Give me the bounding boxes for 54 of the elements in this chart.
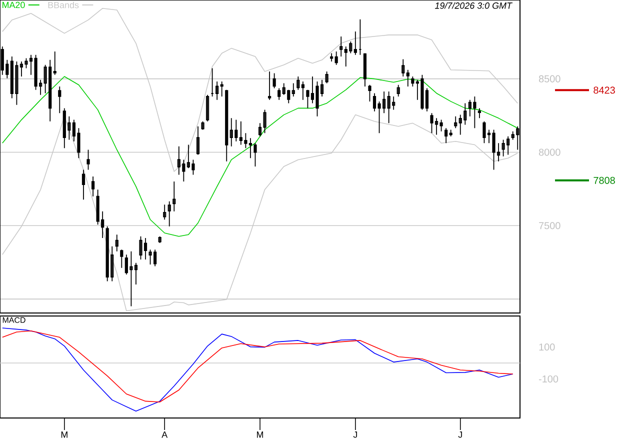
candlestick	[168, 200, 171, 227]
candlestick	[396, 84, 400, 97]
y-tick-label: 100	[539, 343, 555, 351]
x-tick-label: A	[162, 432, 168, 438]
candlestick	[402, 58, 405, 77]
candlestick	[292, 82, 295, 97]
candlestick	[411, 76, 414, 87]
candlestick	[449, 129, 452, 137]
candlestick	[444, 128, 448, 144]
candlestick	[354, 31, 357, 56]
candlestick	[278, 88, 281, 100]
x-tick-label: J	[353, 432, 357, 438]
candlestick	[330, 52, 334, 62]
y-tick-label: 8500	[538, 75, 560, 82]
candlestick	[115, 234, 118, 252]
candlestick	[296, 76, 300, 90]
candlestick	[268, 71, 272, 100]
candlestick	[368, 84, 372, 102]
candlestick	[134, 262, 138, 285]
candlestick	[216, 81, 219, 100]
candlestick	[58, 86, 62, 114]
candlestick	[334, 51, 338, 66]
candlestick	[201, 120, 204, 130]
annotation: 19/7/2026 3:0 GMT	[434, 2, 513, 9]
candlestick	[325, 71, 328, 84]
ref-line-label: 7808	[594, 176, 615, 184]
candlestick	[86, 149, 90, 170]
x-tick-label: M	[257, 432, 264, 438]
candlestick	[301, 81, 304, 100]
candlestick	[358, 18, 362, 56]
legend-label: MA20	[2, 2, 25, 8]
candlestick	[340, 36, 343, 57]
candlestick	[172, 181, 176, 212]
x-tick-label: M	[61, 432, 68, 438]
ref-line-label: 8423	[594, 86, 615, 94]
candlestick	[363, 52, 367, 87]
line-series	[2, 76, 518, 237]
y-tick-label: -100	[538, 375, 558, 383]
candlestick	[210, 68, 214, 97]
candlestick	[272, 72, 276, 89]
candlestick	[91, 176, 95, 197]
y-tick-label: 8000	[538, 148, 560, 156]
candlestick	[53, 51, 56, 76]
candlestick	[220, 81, 224, 97]
candlestick	[163, 204, 166, 220]
candlestick	[196, 126, 200, 156]
candlestick	[225, 89, 228, 162]
candlestick	[120, 249, 124, 268]
candlestick	[82, 169, 86, 200]
candlestick	[454, 116, 458, 129]
candlestick	[406, 69, 410, 87]
y-tick-label: 7500	[539, 222, 560, 230]
x-tick-label: J	[458, 432, 462, 438]
candlestick	[478, 108, 482, 119]
